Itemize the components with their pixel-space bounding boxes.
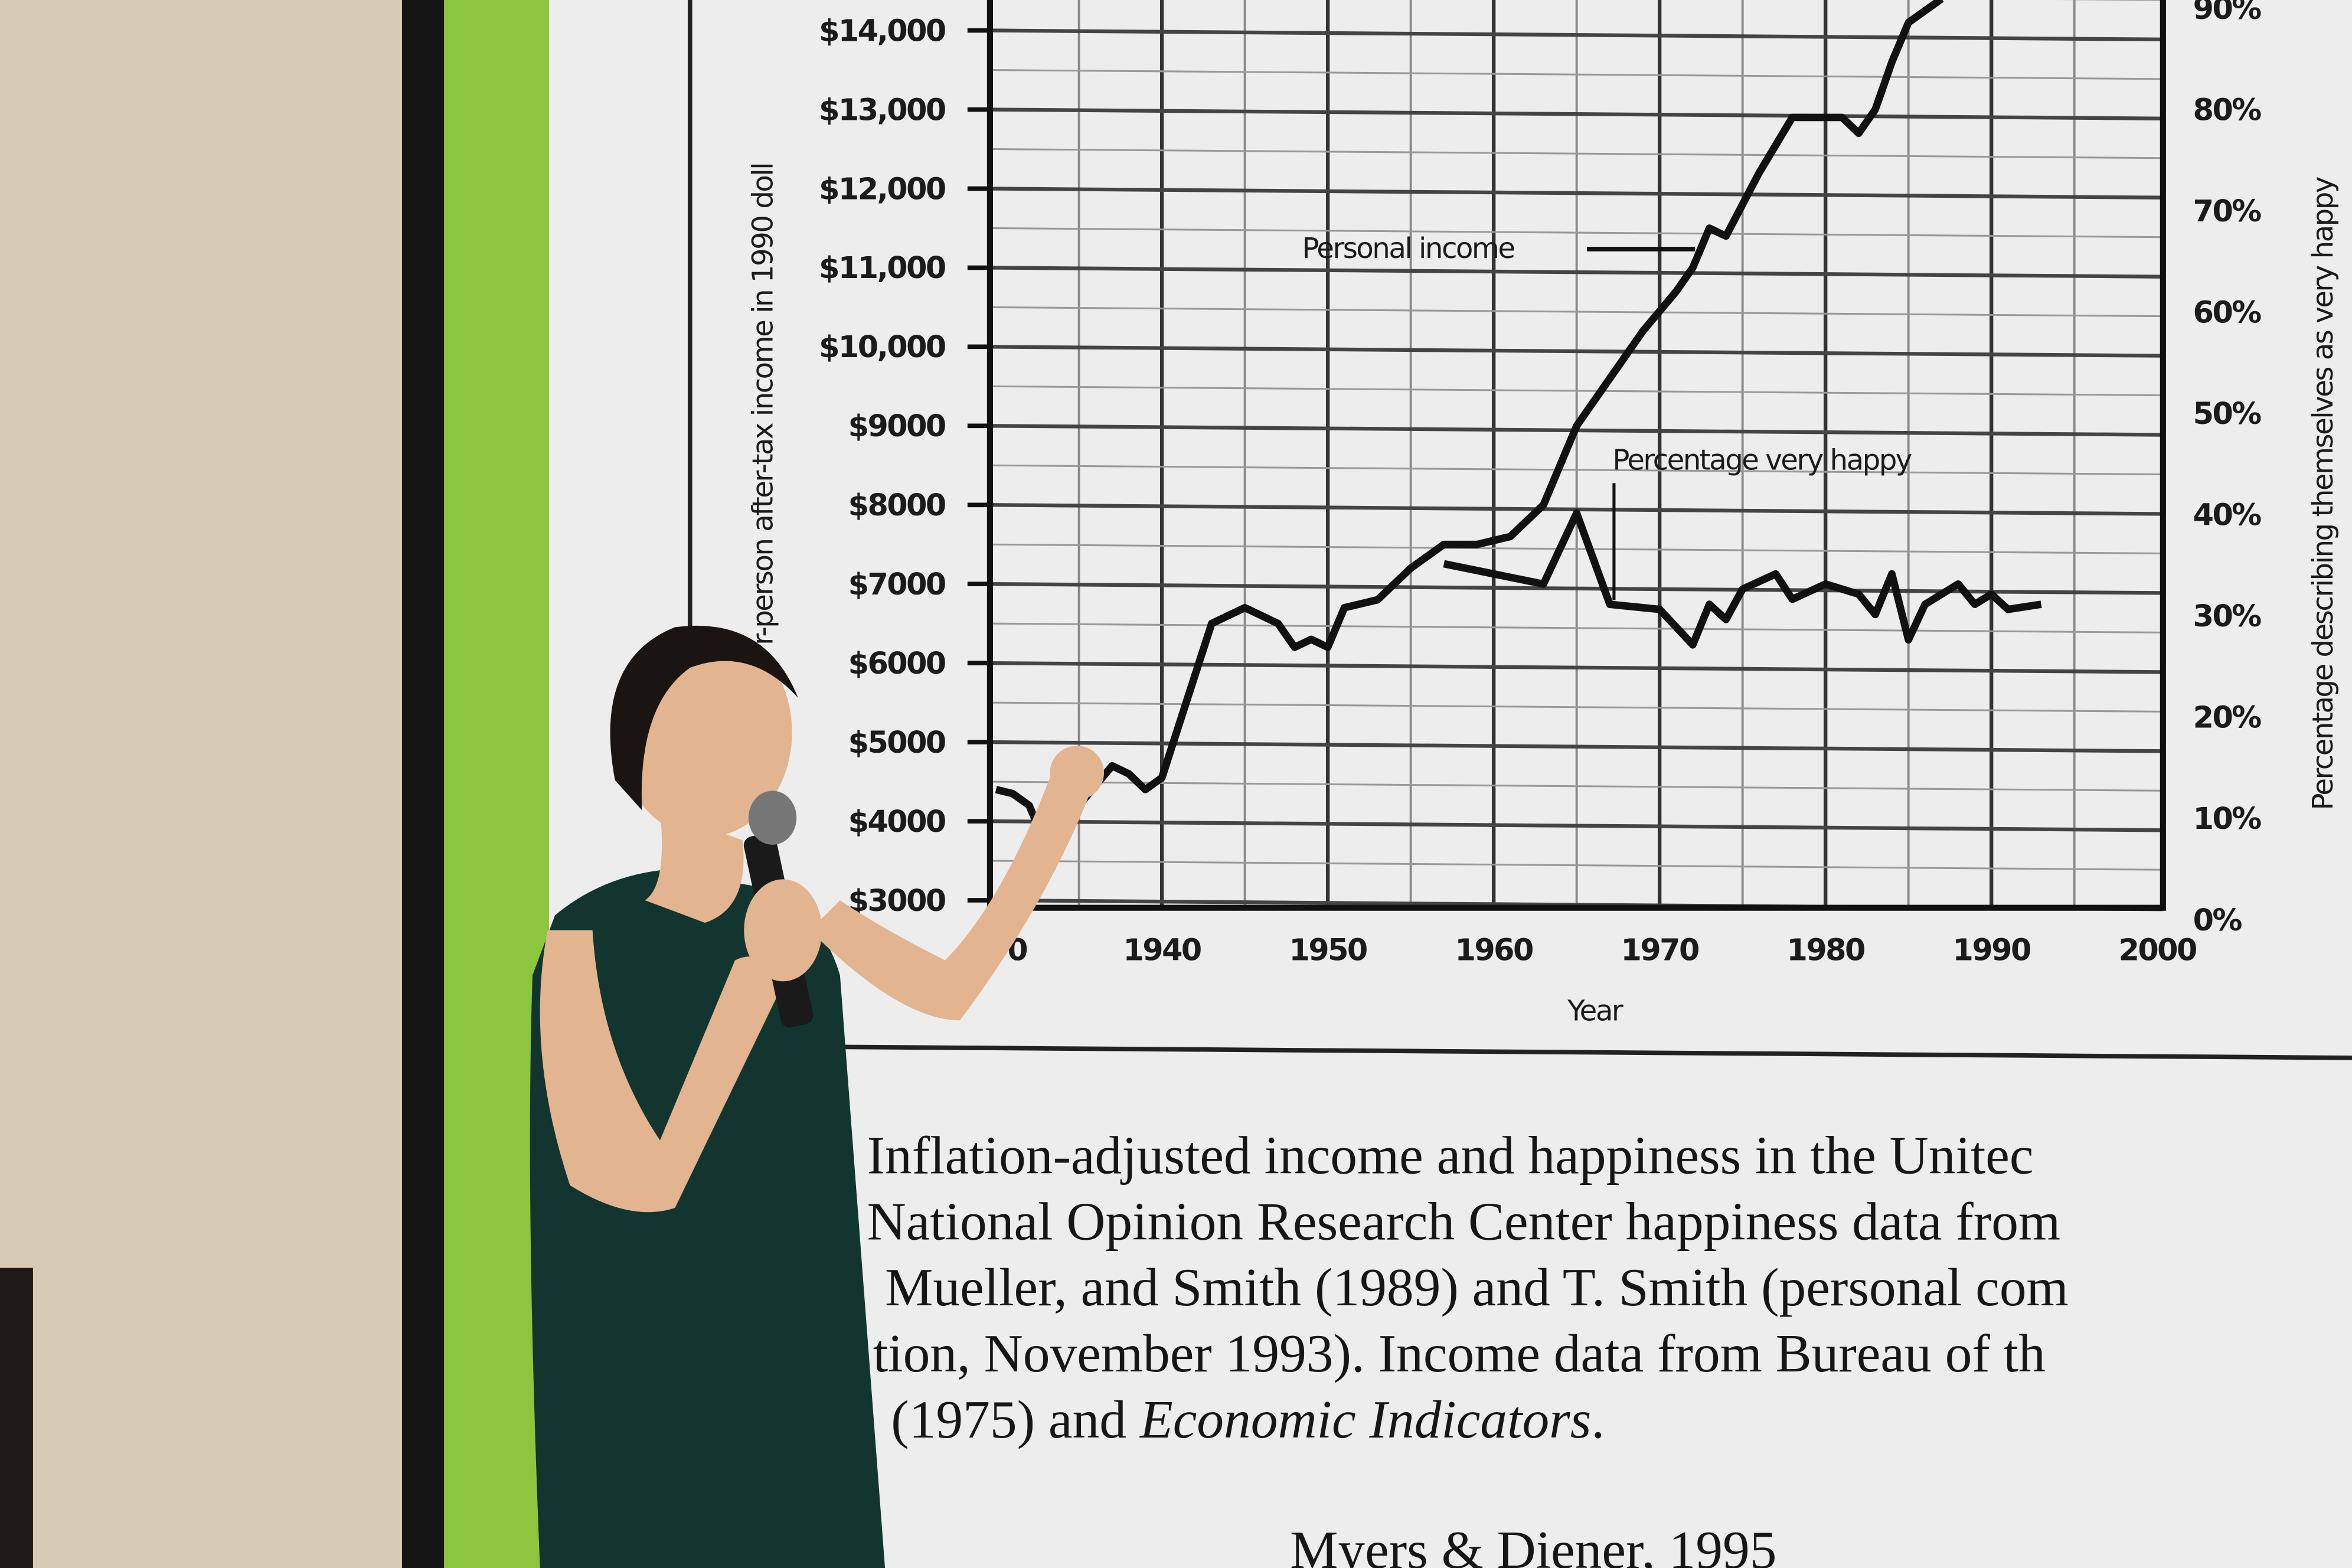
caption-text: (1975) and xyxy=(891,1389,1140,1449)
grid-line-horizontal xyxy=(989,28,2163,42)
caption-line: tion, November 1993). Income data from B… xyxy=(873,1323,2046,1383)
x-tick-label: 1960 xyxy=(1455,933,1533,968)
y-right-tick-label: 40% xyxy=(2193,498,2262,533)
hand xyxy=(744,879,822,982)
caption-line: Mueller, and Smith (1989) and T. Smith (… xyxy=(885,1257,2069,1317)
grid-line-horizontal xyxy=(989,227,2163,239)
y-left-tick-label: $8000 xyxy=(848,488,945,522)
y-right-tick-label: 50% xyxy=(2193,396,2262,431)
microphone-head xyxy=(748,790,797,845)
y-right-tick-label: 30% xyxy=(2193,599,2262,633)
y-left-tick-label: $14,000 xyxy=(819,13,945,48)
y-left-tick-label: $4000 xyxy=(848,804,945,839)
grid-line-horizontal xyxy=(989,860,2163,871)
caption-line: (1975) and Economic Indicators. xyxy=(891,1389,1605,1449)
caption-text: . xyxy=(1591,1389,1605,1449)
caption: . Inflation-adjusted income and happines… xyxy=(840,1125,2069,1568)
y-left-tick-label: $12,000 xyxy=(819,171,945,206)
y-left-tick-label: $5000 xyxy=(848,725,945,760)
grid-line-horizontal xyxy=(989,148,2163,159)
y-left-tick-label: $11,000 xyxy=(819,250,945,285)
series-line-percentage-very-happy xyxy=(1443,509,2042,649)
x-tick-label: 2000 xyxy=(2119,933,2196,968)
y-right-tick-label: 90% xyxy=(2193,0,2262,26)
grid-line-horizontal xyxy=(989,622,2163,633)
grid-line-horizontal xyxy=(989,69,2163,80)
x-tick-label: 1980 xyxy=(1787,933,1864,968)
x-tick-label: 1950 xyxy=(1289,933,1367,968)
grid-line-horizontal xyxy=(989,385,2163,397)
wall-object xyxy=(0,1268,33,1568)
y-left-tick-label: $6000 xyxy=(848,646,945,681)
citation: Myers & Diener, 1995 xyxy=(1290,1520,1776,1568)
y-right-tick-label: 20% xyxy=(2193,700,2262,735)
y-left-tick-label: $9000 xyxy=(848,409,945,443)
y-right-tick-label: 80% xyxy=(2193,92,2262,127)
series-lines xyxy=(995,0,2042,849)
y-left-tick-label: $7000 xyxy=(848,567,945,602)
wall xyxy=(0,0,435,1568)
right-arm xyxy=(810,757,1095,1021)
tick-labels: $3000 $4000 $5000 $6000 $7000 $8000 $9000 $10,0… xyxy=(819,0,2263,968)
grid-line-horizontal xyxy=(989,543,2163,555)
x-tick-label: 1990 xyxy=(1953,933,2030,968)
grid-line-horizontal xyxy=(989,819,2163,832)
grid-line-horizontal xyxy=(989,740,2163,753)
grid-line-horizontal xyxy=(989,306,2163,318)
x-tick-label: 1970 xyxy=(1621,933,1698,968)
y-left-tick-label: $10,000 xyxy=(819,329,945,364)
grid-line-horizontal xyxy=(989,780,2163,792)
y-right-tick-label: 0% xyxy=(2193,903,2242,937)
annotation-percentage-very-happy: Percentage very happy xyxy=(1612,444,1912,477)
grid-line-horizontal xyxy=(989,661,2163,674)
fist xyxy=(1050,746,1105,800)
y-left-tick-label: $3000 xyxy=(848,883,945,918)
x-axis-label: Year xyxy=(1567,994,1623,1027)
left-arm xyxy=(540,930,780,1213)
y-axis-left-label: r-person after-tax income in 1990 doll xyxy=(747,164,780,645)
presenter xyxy=(530,625,1105,1568)
hair xyxy=(610,625,798,811)
caption-line: . Inflation-adjusted income and happines… xyxy=(840,1125,2034,1185)
grid-line-horizontal xyxy=(989,503,2163,516)
plot-frame xyxy=(986,0,2166,911)
y-axis-right-label: Percentage describing themselves as very… xyxy=(2307,177,2340,810)
y-left-tick-label: $13,000 xyxy=(819,92,945,127)
grid-line-horizontal xyxy=(989,266,2163,279)
green-border xyxy=(444,0,549,1568)
neck xyxy=(645,810,744,923)
grid-line-horizontal xyxy=(989,107,2163,120)
y-right-tick-label: 60% xyxy=(2193,295,2262,329)
annotation-personal-income: Personal income xyxy=(1302,232,1514,265)
caption-line: . National Opinion Research Center happi… xyxy=(840,1191,2060,1251)
caption-italic: Economic Indicators xyxy=(1139,1389,1592,1449)
grid-line-horizontal xyxy=(989,345,2163,358)
y-right-tick-label: 10% xyxy=(2193,801,2262,836)
y-right-tick-label: 70% xyxy=(2193,194,2262,228)
grid-line-horizontal xyxy=(989,464,2163,476)
dress xyxy=(530,870,886,1568)
x-tick-label: 1940 xyxy=(1123,933,1200,968)
figure-border-bottom xyxy=(690,1043,2352,1060)
grid-line-horizontal xyxy=(989,187,2163,200)
series-line-personal-income xyxy=(995,0,1944,849)
